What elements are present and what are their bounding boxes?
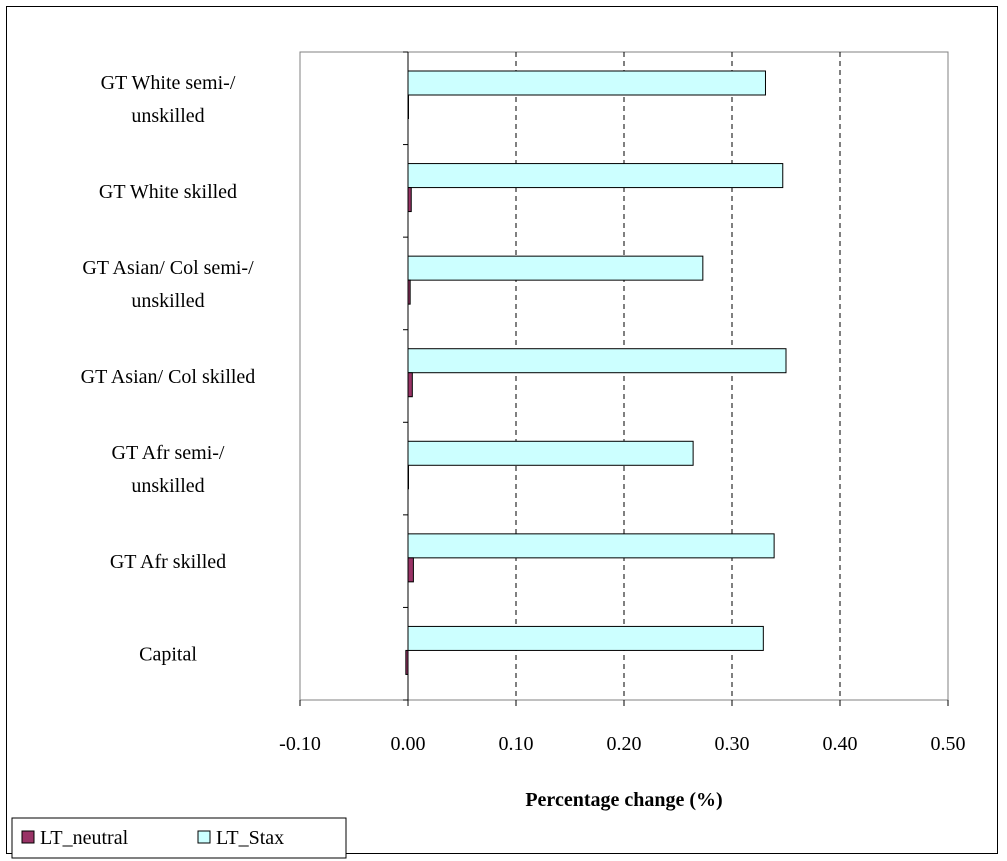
y-category-label: GT White skilled [99,181,237,203]
y-category-label: unskilled [131,475,204,497]
legend-swatch-lt-stax [197,830,211,844]
legend-swatch-lt-neutral [21,830,35,844]
bar-lt-stax [407,625,764,651]
gridlines [515,52,841,700]
legend-label-lt-stax: LT_Stax [216,827,284,849]
x-tick-label: 0.40 [823,733,858,755]
y-category-label: GT Afr skilled [110,551,226,573]
x-axis-title: Percentage change (%) [525,789,722,811]
x-tick-label: 0.30 [715,733,750,755]
bar-lt-stax [407,440,694,466]
x-tick-label: -0.10 [279,733,321,755]
y-category-label: unskilled [131,105,204,127]
bar-lt-stax [407,533,775,559]
x-tick-label: 0.10 [499,733,534,755]
y-category-label: GT Asian/ Col skilled [81,366,256,388]
y-category-label: GT Asian/ Col semi-/ [82,257,254,279]
y-category-label: GT Afr semi-/ [112,442,225,464]
x-tick-label: 0.50 [931,733,966,755]
bar-lt-neutral [407,557,414,583]
y-category-label: Capital [139,644,197,666]
legend: LT_neutral LT_Stax [11,817,347,859]
legend-box [11,817,347,859]
x-tick-label: 0.20 [607,733,642,755]
bar-lt-stax [407,255,704,281]
bars [405,70,787,675]
bar-lt-stax [407,348,787,374]
bar-lt-stax [407,163,784,189]
tick-labels: -0.10 0.00 0.10 0.20 0.30 0.40 0.50 [279,733,965,755]
bar-lt-neutral [407,372,413,398]
x-tick-label: 0.00 [391,733,426,755]
category-labels: Capital GT Afr skilled GT Afr semi-/ unskil… [81,72,256,666]
bar-lt-stax [407,70,766,96]
axes [299,51,949,706]
y-category-label: unskilled [131,290,204,312]
legend-label-lt-neutral: LT_neutral [40,827,129,849]
y-category-label: GT White semi-/ [101,72,236,94]
